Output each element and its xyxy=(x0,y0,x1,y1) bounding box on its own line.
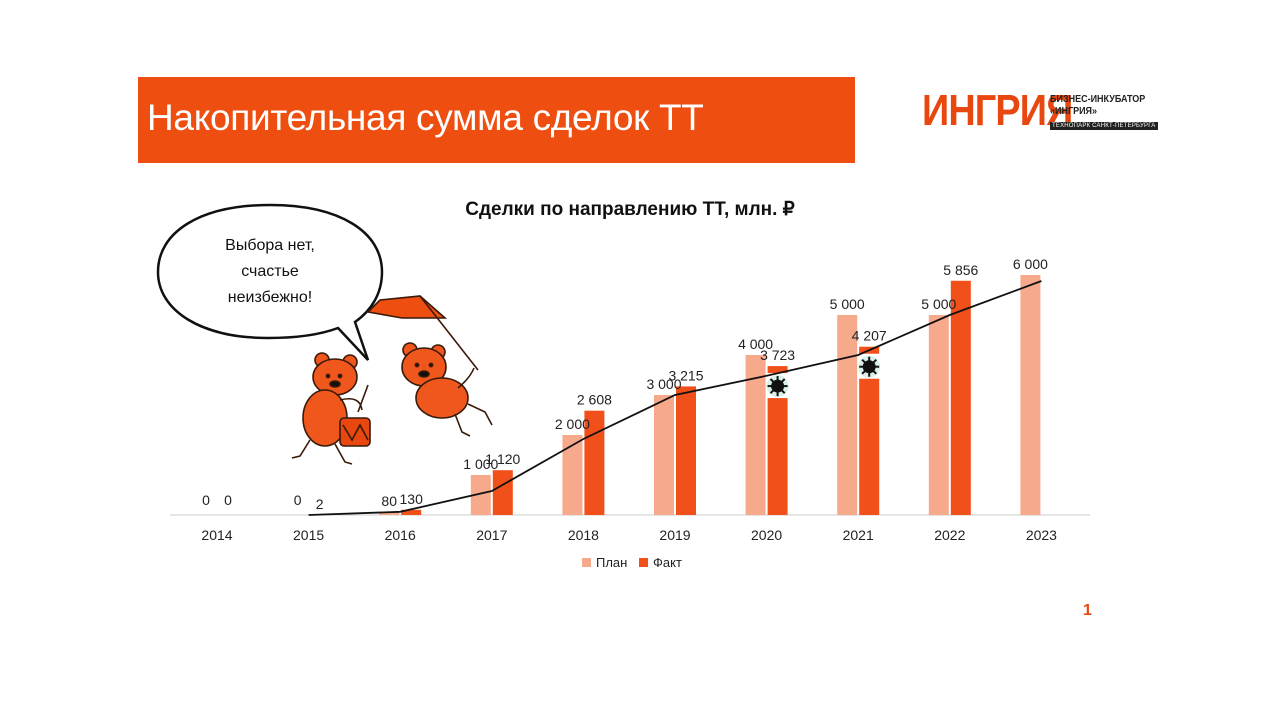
data-label-plan-2022: 5 000 xyxy=(921,296,956,312)
data-label-plan-2015: 0 xyxy=(294,492,302,508)
drummer-bear-illustration xyxy=(291,352,371,465)
logo-line-3: ТЕХНОПАРК САНКТ-ПЕТЕРБУРГА xyxy=(1050,122,1158,130)
data-label-plan-2020: 4 000 xyxy=(738,336,773,352)
chart-title: Сделки по направлению ТТ, млн. ₽ xyxy=(465,199,795,220)
data-label-fact-2017: 1 120 xyxy=(485,451,520,467)
x-tick-label-2023: 2023 xyxy=(1026,527,1057,543)
data-label-fact-2022: 5 856 xyxy=(943,262,978,278)
data-label-plan-2021: 5 000 xyxy=(830,296,865,312)
data-label-fact-2016: 130 xyxy=(400,491,424,507)
legend-label-fact: Факт xyxy=(653,555,682,570)
data-label-plan-2014: 0 xyxy=(202,492,210,508)
data-label-plan-2019: 3 000 xyxy=(646,376,681,392)
flag-bear-illustration xyxy=(366,295,493,437)
bar-plan-2018 xyxy=(562,435,583,515)
bar-plan-2021 xyxy=(837,315,858,515)
x-tick-label-2019: 2019 xyxy=(659,527,690,543)
x-tick-label-2021: 2021 xyxy=(843,527,874,543)
speech-line-2: счастье xyxy=(241,263,299,280)
bar-plan-2020 xyxy=(745,355,766,515)
data-label-plan-2017: 1 000 xyxy=(463,456,498,472)
x-tick-label-2016: 2016 xyxy=(385,527,416,543)
x-tick-label-2017: 2017 xyxy=(476,527,507,543)
legend: План Факт xyxy=(582,555,682,570)
logo-main-text: ИНГРИЯ xyxy=(922,86,1073,135)
bar-fact-cap-2020 xyxy=(767,366,788,374)
speech-bubble: Выбора нет, счастье неизбежно! xyxy=(156,203,384,361)
bar-plan-2022 xyxy=(928,315,949,515)
virus-icon-2020 xyxy=(771,379,785,393)
data-label-fact-2018: 2 608 xyxy=(577,392,612,408)
data-label-fact-2020: 3 723 xyxy=(760,347,795,363)
data-label-fact-2021: 4 207 xyxy=(852,328,887,344)
legend-label-plan: План xyxy=(596,555,627,570)
x-tick-label-2014: 2014 xyxy=(201,527,232,543)
bar-fact-2016 xyxy=(401,509,422,515)
bar-fact-2022 xyxy=(950,280,971,515)
speech-line-1: Выбора нет, xyxy=(225,237,315,254)
bar-fact-2021 xyxy=(859,378,880,515)
x-tick-label-2020: 2020 xyxy=(751,527,782,543)
page-number: 1 xyxy=(1083,602,1092,619)
data-label-plan-2018: 2 000 xyxy=(555,416,590,432)
bar-plan-2019 xyxy=(654,395,674,515)
logo-line-2: «ИНГРИЯ» xyxy=(1050,106,1098,117)
data-label-plan-2016: 80 xyxy=(381,493,397,509)
trend-line xyxy=(308,280,1042,516)
logo-line-1: БИЗНЕС-ИНКУБАТОР xyxy=(1050,94,1146,105)
bar-plan-2017 xyxy=(470,475,491,515)
title-bar: Накопительная сумма сделок ТТ xyxy=(138,77,855,163)
data-label-fact-2015: 2 xyxy=(316,496,324,512)
bar-plan-2023 xyxy=(1020,275,1041,515)
data-label-fact-2014: 0 xyxy=(224,492,232,508)
ingria-logo: ИНГРИЯ БИЗНЕС-ИНКУБАТОР «ИНГРИЯ» ТЕХНОПА… xyxy=(922,86,1158,138)
x-tick-label-2022: 2022 xyxy=(934,527,965,543)
legend-swatch-plan xyxy=(582,558,591,567)
slide-title: Накопительная сумма сделок ТТ xyxy=(147,97,704,138)
bar-fact-2020 xyxy=(767,398,788,515)
legend-swatch-fact xyxy=(639,558,648,567)
speech-line-3: неизбежно! xyxy=(228,289,312,306)
bar-fact-2019 xyxy=(676,386,696,515)
virus-icon-2021 xyxy=(862,360,876,374)
x-tick-label-2018: 2018 xyxy=(568,527,599,543)
data-label-plan-2023: 6 000 xyxy=(1013,256,1048,272)
bar-plan-2016 xyxy=(379,511,400,515)
data-label-fact-2019: 3 215 xyxy=(668,367,703,383)
x-tick-label-2015: 2015 xyxy=(293,527,324,543)
bar-fact-2017 xyxy=(492,470,513,515)
